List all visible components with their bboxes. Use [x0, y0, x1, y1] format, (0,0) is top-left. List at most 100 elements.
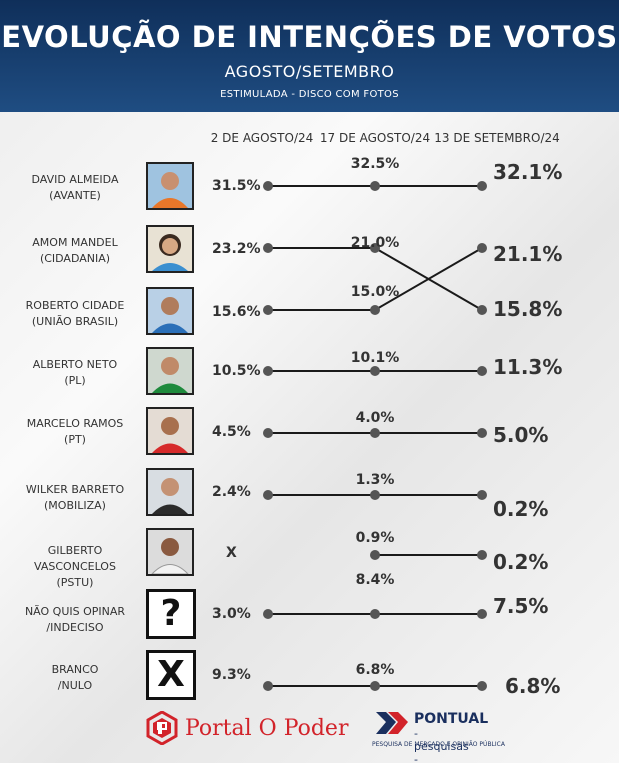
data-label: 3.0% [212, 606, 251, 622]
candidate-label: NÃO QUIS OPINAR /INDECISO [12, 604, 138, 636]
data-point [263, 681, 273, 691]
candidate-photo [146, 287, 194, 335]
data-label: X [226, 545, 237, 561]
candidate-label: BRANCO /NULO [12, 662, 138, 694]
data-point [370, 681, 380, 691]
x-tick-label: 17 DE AGOSTO/24 [319, 131, 431, 145]
candidate-name: GILBERTO VASCONCELOS [34, 544, 116, 573]
data-label: 7.5% [493, 594, 549, 618]
candidate-name: MARCELO RAMOS [26, 417, 124, 430]
data-label: 21.0% [350, 235, 400, 251]
data-point [263, 181, 273, 191]
data-label: 31.5% [212, 178, 261, 194]
data-label: 4.5% [212, 424, 251, 440]
data-point [477, 681, 487, 691]
pontual-logo-text: PONTUAL [414, 711, 489, 727]
data-label: 9.3% [212, 667, 251, 683]
chart-title: EVOLUÇÃO DE INTENÇÕES DE VOTOS [1, 20, 618, 54]
data-point [477, 490, 487, 500]
candidate-name: BRANCO [51, 663, 99, 676]
data-point [477, 609, 487, 619]
candidate-photo [146, 225, 194, 273]
candidate-party: (MOBILIZA) [44, 499, 106, 512]
x-tick-label: 2 DE AGOSTO/24 [210, 131, 314, 145]
data-label: 32.1% [493, 160, 563, 184]
data-label: 0.2% [493, 550, 549, 574]
data-point [370, 181, 380, 191]
data-label: 1.3% [355, 472, 395, 488]
data-label: 10.1% [350, 350, 400, 366]
candidate-party: (PL) [64, 374, 86, 387]
candidate-party: /NULO [57, 679, 93, 692]
data-label: 21.1% [493, 242, 563, 266]
candidate-name: NÃO QUIS OPINAR [24, 605, 126, 618]
data-point [370, 243, 380, 253]
data-label: 2.4% [212, 484, 251, 500]
candidate-label: GILBERTO VASCONCELOS (PSTU) [12, 543, 138, 591]
data-label: 10.5% [212, 363, 261, 379]
data-point [370, 366, 380, 376]
candidate-label: AMOM MANDEL (CIDADANIA) [12, 235, 138, 267]
data-point [477, 366, 487, 376]
candidate-party: (PSTU) [56, 576, 94, 589]
candidate-photo [146, 162, 194, 210]
person-icon [148, 409, 192, 453]
candidate-photo [146, 528, 194, 576]
data-point [477, 305, 487, 315]
data-label: 15.8% [493, 297, 563, 321]
person-icon [148, 227, 192, 271]
candidate-party: (PT) [64, 433, 86, 446]
data-point [477, 181, 487, 191]
data-label: 11.3% [493, 355, 563, 379]
data-label: 15.6% [212, 304, 261, 320]
candidate-party: (AVANTE) [49, 189, 101, 202]
x-tick-label: 13 DE SETEMBRO/24 [434, 131, 560, 145]
candidate-label: ALBERTO NETO (PL) [12, 357, 138, 389]
candidate-label: MARCELO RAMOS (PT) [12, 416, 138, 448]
person-icon [148, 164, 192, 208]
candidate-party: /INDECISO [46, 621, 104, 634]
candidate-name: ALBERTO NETO [32, 358, 118, 371]
data-label: 15.0% [350, 284, 400, 300]
chart-note: ESTIMULADA - DISCO COM FOTOS [220, 89, 399, 100]
series-line [268, 247, 483, 311]
series-line [268, 247, 483, 311]
data-point [370, 550, 380, 560]
candidate-label: DAVID ALMEIDA (AVANTE) [12, 172, 138, 204]
data-point [477, 550, 487, 560]
candidate-label: WILKER BARRETO (MOBILIZA) [12, 482, 138, 514]
person-icon [148, 470, 192, 514]
portal-logo-text: Portal O Poder [185, 715, 349, 741]
data-point [370, 490, 380, 500]
data-point [263, 490, 273, 500]
data-point [263, 609, 273, 619]
data-label: 5.0% [493, 423, 549, 447]
data-point [263, 305, 273, 315]
candidate-name: WILKER BARRETO [25, 483, 125, 496]
data-point [370, 305, 380, 315]
person-icon [148, 289, 192, 333]
data-point [477, 428, 487, 438]
data-point [263, 243, 273, 253]
pontual-logo-icon [376, 712, 408, 734]
candidate-name: ROBERTO CIDADE [25, 299, 125, 312]
data-point [477, 243, 487, 253]
candidate-party: (CIDADANIA) [39, 252, 111, 265]
data-label: 0.9% [355, 530, 395, 546]
question-mark-icon: ? [146, 589, 196, 639]
pontual-logo-sub: - pesquisas - [414, 727, 469, 763]
person-icon [148, 349, 192, 393]
header-banner: EVOLUÇÃO DE INTENÇÕES DE VOTOS AGOSTO/SE… [0, 0, 619, 112]
candidate-label: ROBERTO CIDADE (UNIÃO BRASIL) [12, 298, 138, 330]
candidate-photo [146, 468, 194, 516]
data-point [263, 428, 273, 438]
candidate-photo [146, 407, 194, 455]
x-mark-icon: X [146, 650, 196, 700]
data-point [263, 366, 273, 376]
data-label: 6.8% [355, 662, 395, 678]
candidate-name: AMOM MANDEL [32, 236, 118, 249]
person-icon [148, 530, 192, 574]
data-label: 23.2% [212, 241, 261, 257]
